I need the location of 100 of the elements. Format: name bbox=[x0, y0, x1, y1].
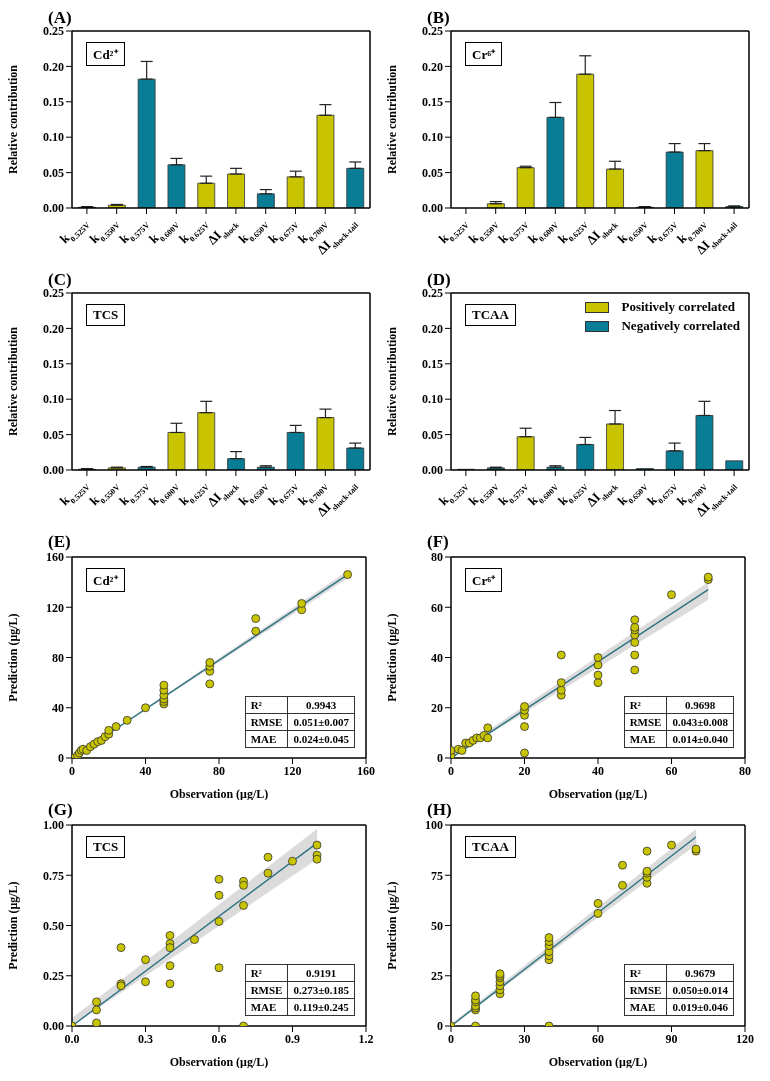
x-tick-label: 0.9 bbox=[285, 1031, 300, 1046]
y-tick-label: 0.20 bbox=[422, 321, 443, 336]
annotation: 0.051±0.007 bbox=[293, 716, 349, 728]
x-axis-title: Observation (μg/L) bbox=[169, 1055, 269, 1069]
y-tick-label: 0.00 bbox=[43, 463, 64, 478]
annotation: 0.043±0.008 bbox=[672, 716, 728, 728]
y-axis-title: Prediction (μg/L) bbox=[6, 613, 21, 702]
y-tick-label: 0.00 bbox=[422, 201, 443, 216]
annotation: R² bbox=[250, 699, 262, 711]
y-tick-label: 80 bbox=[52, 650, 64, 665]
y-tick-label: 50 bbox=[431, 918, 443, 933]
annotation: RMSE bbox=[629, 984, 662, 996]
text: Cd²⁺ bbox=[93, 573, 118, 588]
text: TCAA bbox=[472, 839, 509, 854]
x-tick-label: 1.2 bbox=[358, 1031, 374, 1046]
annotation: 0.9943 bbox=[306, 699, 337, 711]
y-tick-label: 0.20 bbox=[422, 59, 443, 74]
y-tick-label: 1.00 bbox=[43, 818, 64, 833]
y-axis-title: Relative contribution bbox=[6, 64, 21, 174]
text: TCS bbox=[93, 307, 119, 322]
x-tick-label: 40 bbox=[139, 763, 152, 778]
y-tick-label: 0.15 bbox=[422, 357, 443, 372]
x-axis-title: Observation (μg/L) bbox=[548, 787, 648, 801]
x-tick-label: 30 bbox=[518, 1031, 531, 1046]
chart-title: (B) bbox=[427, 8, 450, 27]
y-axis-title: Relative contribution bbox=[385, 64, 400, 174]
y-tick-label: 0.10 bbox=[43, 130, 64, 145]
y-axis-title: Prediction (μg/L) bbox=[6, 881, 21, 970]
x-tick-label: 0.6 bbox=[211, 1031, 227, 1046]
y-tick-label: 0.05 bbox=[43, 165, 64, 180]
annotation: 0.273±0.185 bbox=[293, 984, 349, 996]
y-tick-label: 0.10 bbox=[422, 130, 443, 145]
y-tick-label: 0.25 bbox=[43, 969, 64, 984]
y-axis-title: Prediction (μg/L) bbox=[385, 613, 400, 702]
annotation: 0.9679 bbox=[685, 967, 716, 979]
x-tick-label: 0 bbox=[448, 1031, 454, 1046]
x-tick-label: 120 bbox=[736, 1031, 754, 1046]
annotation: MAE bbox=[629, 1001, 656, 1013]
chart-title: (A) bbox=[48, 8, 72, 27]
y-tick-label: 40 bbox=[431, 650, 443, 665]
annotation: R² bbox=[629, 699, 641, 711]
y-axis-title: Relative contribution bbox=[6, 326, 21, 436]
annotation: R² bbox=[629, 967, 641, 979]
chart-title: (D) bbox=[427, 270, 451, 289]
y-tick-label: 100 bbox=[425, 818, 443, 833]
annotation: RMSE bbox=[250, 984, 283, 996]
annotation: 0.019±0.046 bbox=[672, 1001, 728, 1013]
x-tick-label: 60 bbox=[592, 1031, 604, 1046]
x-tick-label: 160 bbox=[357, 763, 375, 778]
annotation: MAE bbox=[250, 1001, 277, 1013]
annotation: R² bbox=[250, 967, 262, 979]
y-tick-label: 60 bbox=[431, 600, 443, 615]
y-tick-label: 0.15 bbox=[43, 95, 64, 110]
x-tick-label: 0 bbox=[448, 763, 454, 778]
chart-title: (C) bbox=[48, 270, 72, 289]
y-tick-label: 0.05 bbox=[422, 165, 443, 180]
y-tick-label: 0.75 bbox=[43, 868, 64, 883]
x-tick-label: 20 bbox=[518, 763, 531, 778]
text: Cd²⁺ bbox=[93, 47, 118, 62]
chart-title: (E) bbox=[48, 532, 71, 551]
y-tick-label: 0 bbox=[437, 1019, 443, 1034]
legend-label: Positively correlated bbox=[621, 299, 735, 315]
y-tick-label: 0.00 bbox=[422, 463, 443, 478]
y-tick-label: 40 bbox=[52, 701, 64, 716]
y-tick-label: 0.20 bbox=[43, 321, 64, 336]
y-tick-label: 20 bbox=[431, 701, 443, 716]
x-tick-label: 60 bbox=[665, 763, 678, 778]
y-tick-label: 0.05 bbox=[422, 427, 443, 442]
y-axis-title: Relative contribution bbox=[385, 326, 400, 436]
annotation: 0.119±0.245 bbox=[293, 1001, 349, 1013]
text: Cr⁶⁺ bbox=[472, 573, 496, 588]
chart-title: (G) bbox=[48, 800, 73, 819]
annotation: MAE bbox=[250, 733, 277, 745]
x-tick-label: 90 bbox=[665, 1031, 678, 1046]
y-tick-label: 25 bbox=[431, 969, 443, 984]
y-tick-label: 0.00 bbox=[43, 201, 64, 216]
x-tick-label: 0.3 bbox=[138, 1031, 153, 1046]
y-tick-label: 75 bbox=[431, 868, 443, 883]
y-tick-label: 0.05 bbox=[43, 427, 64, 442]
y-tick-label: 0.00 bbox=[43, 1019, 64, 1034]
y-tick-label: 160 bbox=[46, 550, 64, 565]
x-tick-label: 120 bbox=[283, 763, 302, 778]
y-tick-label: 0.20 bbox=[43, 59, 64, 74]
y-tick-label: 0.10 bbox=[43, 392, 64, 407]
y-tick-label: 0.50 bbox=[43, 918, 64, 933]
chart-title: (H) bbox=[427, 800, 452, 819]
x-axis-title: Observation (μg/L) bbox=[169, 787, 269, 801]
y-tick-label: 0 bbox=[437, 751, 443, 766]
annotation: 0.9191 bbox=[306, 967, 337, 979]
annotation: 0.024±0.045 bbox=[293, 733, 349, 745]
y-axis-title: Prediction (μg/L) bbox=[385, 881, 400, 970]
x-tick-label: 80 bbox=[739, 763, 751, 778]
y-tick-label: 0.15 bbox=[43, 357, 64, 372]
y-tick-label: 120 bbox=[46, 600, 64, 615]
y-tick-label: 80 bbox=[431, 550, 443, 565]
text: TCAA bbox=[472, 307, 509, 322]
x-tick-label: 0 bbox=[69, 763, 75, 778]
annotation: 0.9698 bbox=[685, 699, 716, 711]
annotation: MAE bbox=[629, 733, 656, 745]
annotation: 0.050±0.014 bbox=[672, 984, 728, 996]
